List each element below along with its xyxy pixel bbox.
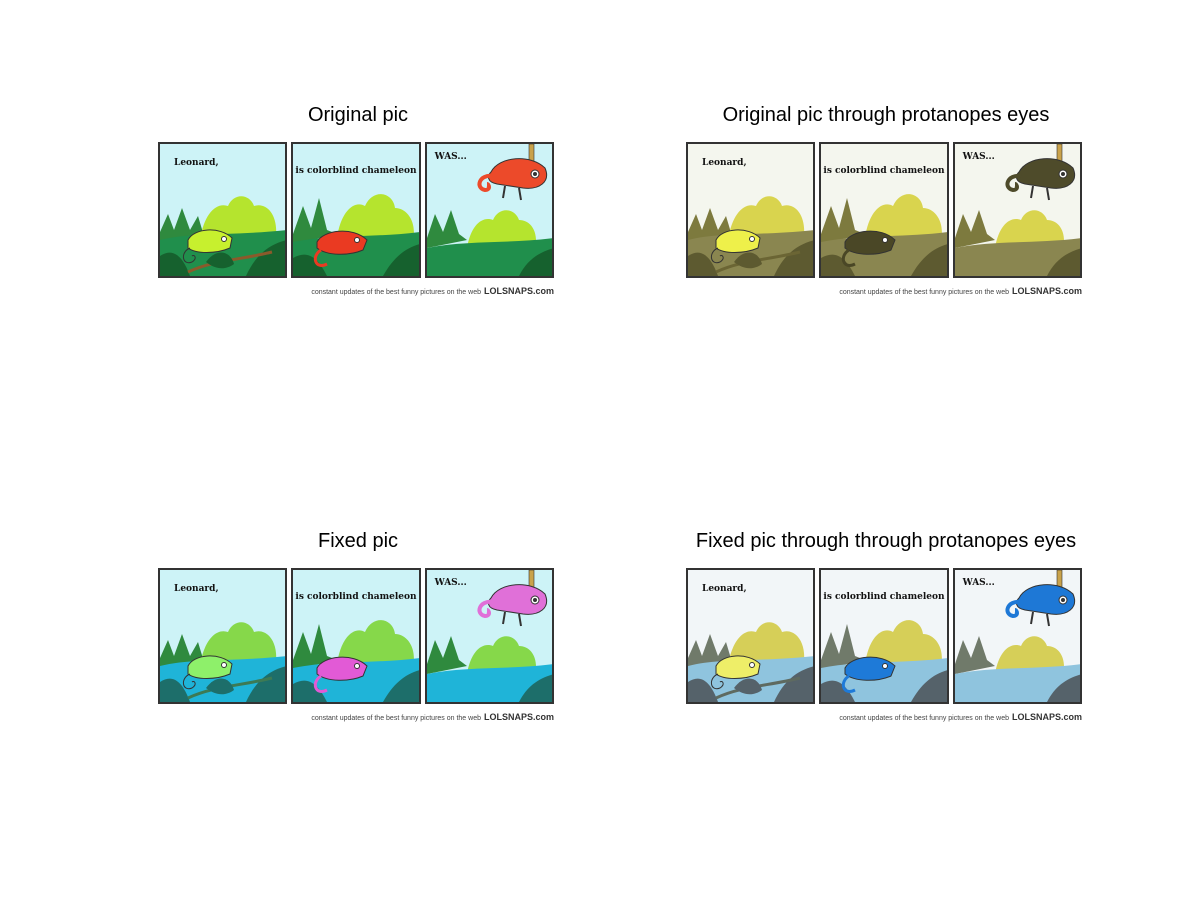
comic-strip-image: Leonard, bbox=[158, 142, 554, 304]
comic-panels: Leonard, bbox=[158, 568, 554, 704]
panel-caption: Leonard, bbox=[174, 158, 219, 168]
comic-panel-1: Leonard, bbox=[158, 142, 288, 278]
comic-strip-image: Leonard, bbox=[158, 568, 554, 730]
comic-panel-2: is colorblind chameleon bbox=[291, 568, 421, 704]
credit-brand: LOLSNAPS.com bbox=[483, 712, 554, 722]
panel-caption: Leonard, bbox=[702, 584, 747, 594]
subplot-title: Fixed pic through through protanopes eye… bbox=[695, 530, 1077, 552]
panel-caption: is colorblind chameleon bbox=[295, 592, 417, 602]
comic-credit: constant updates of the best funny pictu… bbox=[311, 712, 554, 722]
comic-panels: Leonard, bbox=[158, 142, 554, 278]
panel-caption: is colorblind chameleon bbox=[823, 592, 945, 602]
comic-credit: constant updates of the best funny pictu… bbox=[839, 712, 1082, 722]
comic-strip-image: Leonard, bbox=[686, 568, 1082, 730]
panel-caption: WAS... bbox=[962, 578, 995, 588]
comic-panel-2: is colorblind chameleon bbox=[291, 142, 421, 278]
panel-caption: Leonard, bbox=[174, 584, 219, 594]
comic-panel-1: Leonard, bbox=[686, 568, 816, 704]
comic-panels: Leonard, bbox=[686, 568, 1082, 704]
comic-panel-1: Leonard, bbox=[686, 142, 816, 278]
credit-text: constant updates of the best funny pictu… bbox=[839, 715, 1009, 722]
comic-panel-3: WAS... bbox=[424, 142, 554, 278]
comic-credit: constant updates of the best funny pictu… bbox=[839, 286, 1082, 296]
subplot-title: Original pic through protanopes eyes bbox=[722, 104, 1050, 126]
panel-caption: is colorblind chameleon bbox=[823, 166, 945, 176]
comic-panel-2: is colorblind chameleon bbox=[819, 568, 949, 704]
subplot-2: Original pic through protanopes eyes bbox=[686, 102, 1086, 304]
subplot-3: Fixed pic bbox=[158, 528, 558, 730]
comic-panel-2: is colorblind chameleon bbox=[819, 142, 949, 278]
comic-panel-3: WAS... bbox=[952, 568, 1082, 704]
credit-brand: LOLSNAPS.com bbox=[483, 286, 554, 296]
panel-caption: WAS... bbox=[434, 152, 467, 162]
comic-panel-3: WAS... bbox=[424, 568, 554, 704]
credit-brand: LOLSNAPS.com bbox=[1011, 286, 1082, 296]
credit-text: constant updates of the best funny pictu… bbox=[311, 715, 481, 722]
credit-text: constant updates of the best funny pictu… bbox=[311, 289, 481, 296]
credit-brand: LOLSNAPS.com bbox=[1011, 712, 1082, 722]
comic-panels: Leonard, bbox=[686, 142, 1082, 278]
credit-text: constant updates of the best funny pictu… bbox=[839, 289, 1009, 296]
panel-caption: WAS... bbox=[434, 578, 467, 588]
comic-strip-image: Leonard, bbox=[686, 142, 1082, 304]
subplot-1: Original pic bbox=[158, 102, 558, 304]
panel-caption: is colorblind chameleon bbox=[295, 166, 417, 176]
subplot-title: Fixed pic bbox=[317, 530, 399, 552]
subplot-title: Original pic bbox=[307, 104, 409, 126]
comic-panel-3: WAS... bbox=[952, 142, 1082, 278]
comic-panel-1: Leonard, bbox=[158, 568, 288, 704]
panel-caption: Leonard, bbox=[702, 158, 747, 168]
panel-caption: WAS... bbox=[962, 152, 995, 162]
subplot-4: Fixed pic through through protanopes eye… bbox=[686, 528, 1086, 730]
comic-credit: constant updates of the best funny pictu… bbox=[311, 286, 554, 296]
